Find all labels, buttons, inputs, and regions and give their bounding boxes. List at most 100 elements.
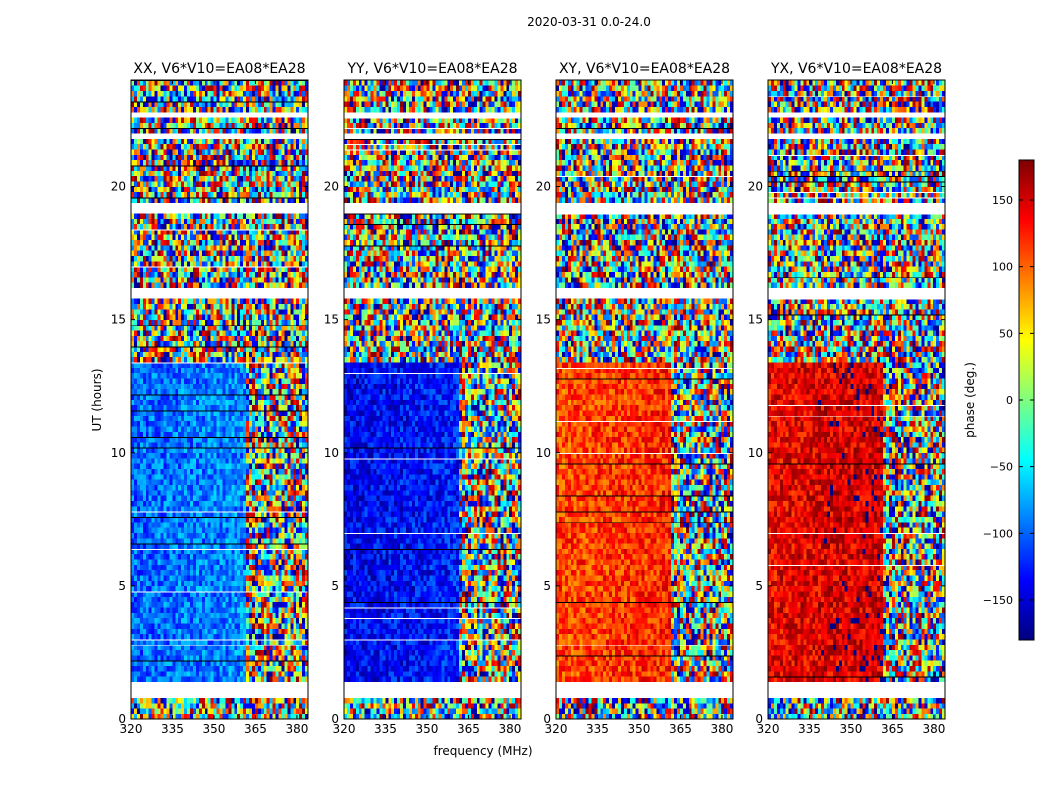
- heatmap-cell: [246, 255, 250, 262]
- heatmap-cell: [142, 506, 147, 512]
- heatmap-cell: [246, 607, 250, 613]
- heatmap-cell: [201, 335, 206, 342]
- heatmap-cell: [157, 708, 161, 714]
- heatmap-cell: [299, 484, 303, 491]
- heatmap-cell: [154, 372, 158, 379]
- heatmap-cell: [172, 575, 176, 581]
- heatmap-cell: [207, 697, 211, 704]
- heatmap-cell: [228, 580, 232, 587]
- heatmap-cell: [251, 303, 256, 310]
- heatmap-cell: [266, 340, 270, 347]
- heatmap-cell: [251, 458, 256, 464]
- heatmap-cell: [190, 324, 194, 331]
- heatmap-cell: [281, 575, 285, 581]
- heatmap-cell: [225, 564, 229, 571]
- heatmap-cell: [204, 708, 208, 714]
- heatmap-cell: [302, 479, 306, 485]
- heatmap-cell: [142, 575, 147, 581]
- heatmap-cell: [133, 356, 138, 363]
- heatmap-cell: [281, 713, 285, 720]
- heatmap-cell: [136, 463, 141, 470]
- heatmap-cell: [260, 314, 265, 320]
- heatmap-cell: [181, 580, 185, 587]
- heatmap-cell: [175, 521, 179, 528]
- heatmap-cell: [305, 585, 309, 592]
- heatmap-cell: [225, 410, 229, 416]
- heatmap-cell: [278, 394, 282, 400]
- heatmap-cell: [249, 308, 253, 315]
- heatmap-cell: [142, 484, 147, 491]
- heatmap-cell: [213, 548, 217, 555]
- heatmap-cell: [237, 314, 241, 320]
- heatmap-cell: [160, 596, 164, 603]
- heatmap-cell: [154, 356, 158, 363]
- heatmap-cell: [299, 383, 303, 390]
- heatmap-cell: [204, 580, 208, 587]
- heatmap-cell: [228, 271, 232, 278]
- heatmap-cell: [136, 628, 141, 635]
- heatmap-cell: [213, 575, 217, 581]
- heatmap-cell: [284, 458, 288, 464]
- heatmap-cell: [166, 383, 170, 390]
- heatmap-cell: [222, 697, 226, 704]
- heatmap-cell: [237, 468, 241, 475]
- heatmap-cell: [175, 255, 179, 262]
- heatmap-cell: [237, 580, 241, 587]
- heatmap-cell: [257, 628, 262, 635]
- heatmap-cell: [190, 575, 194, 581]
- heatmap-cell: [172, 378, 176, 384]
- heatmap-cell: [228, 495, 232, 501]
- heatmap-cell: [222, 468, 226, 475]
- heatmap-cell: [275, 575, 279, 581]
- heatmap-cell: [139, 452, 144, 459]
- heatmap-cell: [210, 612, 214, 619]
- heatmap-cell: [263, 452, 267, 459]
- heatmap-cell: [172, 383, 176, 390]
- heatmap-cell: [275, 607, 279, 613]
- heatmap-cell: [154, 490, 158, 496]
- heatmap-cell: [213, 521, 217, 528]
- heatmap-cell: [243, 351, 247, 358]
- heatmap-cell: [213, 655, 217, 661]
- heatmap-cell: [284, 537, 288, 544]
- heatmap-cell: [210, 415, 214, 422]
- heatmap-cell: [299, 559, 303, 565]
- heatmap-cell: [284, 548, 288, 555]
- heatmap-cell: [154, 346, 158, 352]
- heatmap-cell: [157, 250, 161, 257]
- heatmap-cell: [163, 383, 167, 390]
- heatmap-cell: [237, 516, 241, 523]
- heatmap-cell: [257, 564, 262, 571]
- heatmap-cell: [275, 298, 279, 304]
- heatmap-cell: [131, 479, 135, 485]
- heatmap-cell: [240, 569, 244, 576]
- heatmap-cell: [204, 591, 208, 597]
- heatmap-cell: [163, 660, 167, 667]
- heatmap-cell: [181, 399, 185, 406]
- heatmap-cell: [249, 447, 253, 454]
- heatmap-cell: [172, 633, 176, 640]
- heatmap-cell: [257, 660, 262, 667]
- heatmap-cell: [287, 660, 291, 667]
- heatmap-cell: [266, 553, 270, 560]
- heatmap-cell: [216, 612, 220, 619]
- heatmap-cell: [192, 548, 197, 555]
- heatmap-cell: [278, 308, 282, 315]
- heatmap-cell: [251, 671, 256, 677]
- heatmap-cell: [192, 277, 197, 283]
- heatmap-cell: [201, 308, 206, 315]
- heatmap-cell: [225, 479, 229, 485]
- heatmap-cell: [272, 431, 276, 438]
- heatmap-cell: [207, 591, 211, 597]
- heatmap-cell: [142, 420, 147, 427]
- heatmap-cell: [299, 607, 303, 613]
- heatmap-cell: [201, 346, 206, 352]
- heatmap-cell: [181, 468, 185, 475]
- heatmap-cell: [296, 713, 300, 720]
- heatmap-cell: [275, 479, 279, 485]
- heatmap-cell: [178, 351, 182, 358]
- heatmap-cell: [266, 452, 270, 459]
- heatmap-cell: [142, 277, 147, 283]
- heatmap-cell: [192, 282, 197, 288]
- heatmap-cell: [210, 553, 214, 560]
